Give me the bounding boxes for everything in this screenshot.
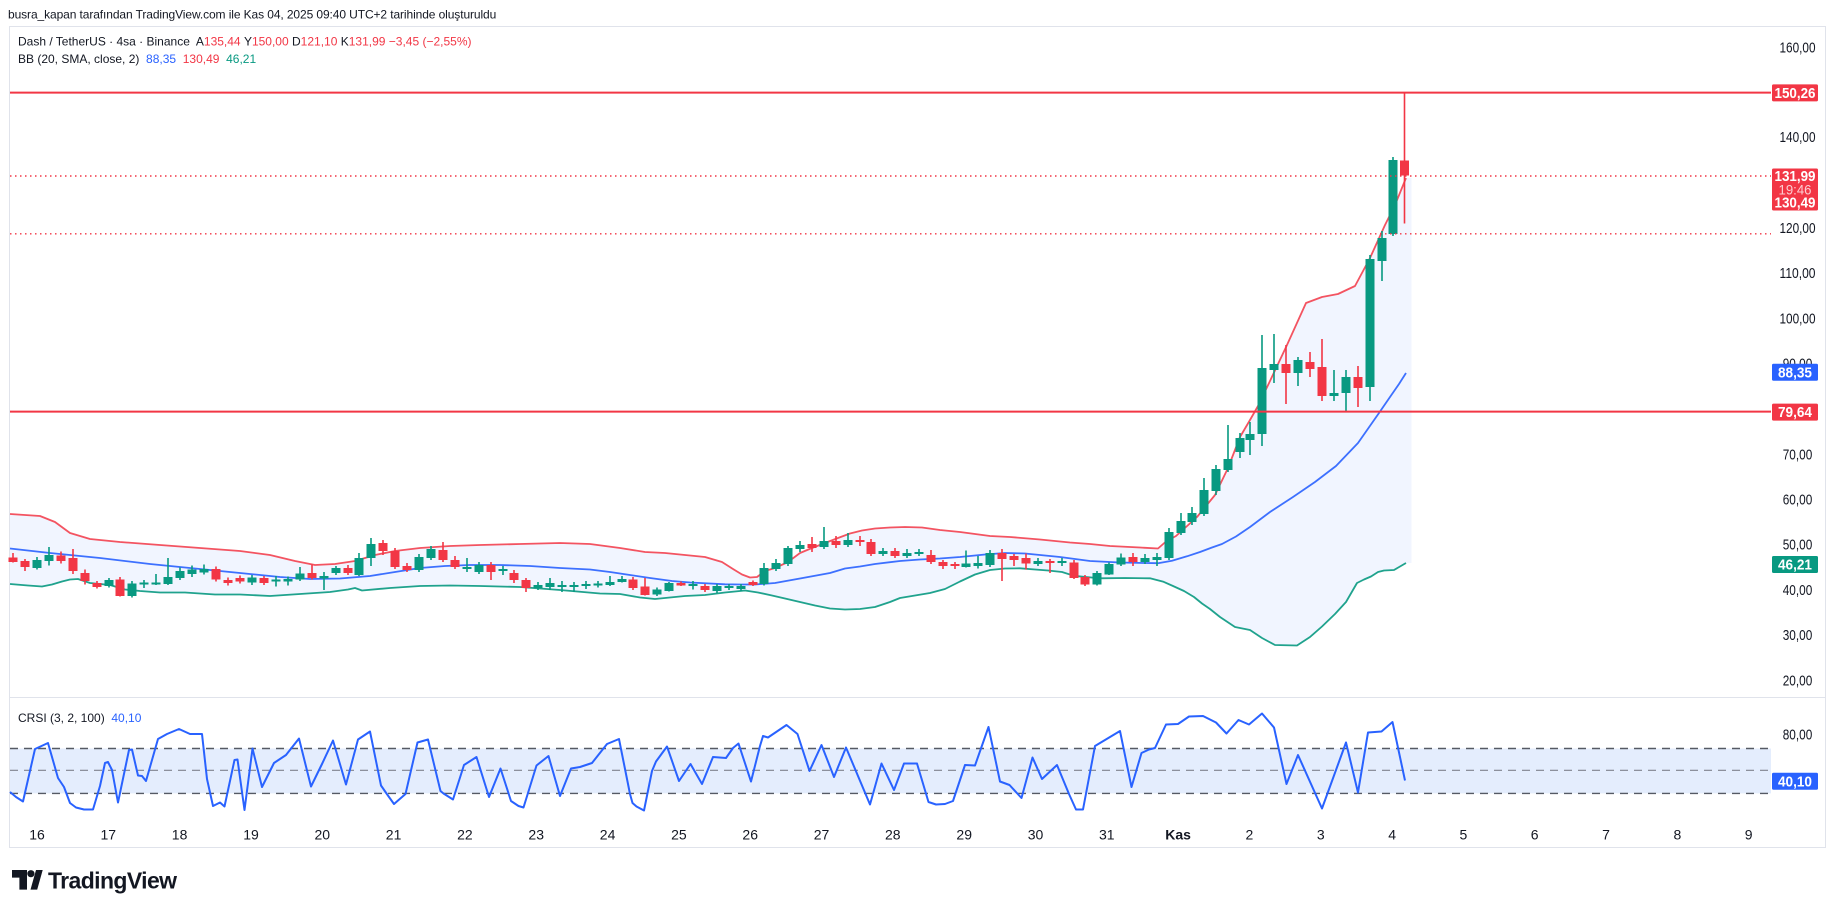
svg-text:140,00: 140,00 — [1780, 129, 1816, 146]
svg-text:5: 5 — [1460, 827, 1468, 843]
svg-text:23: 23 — [528, 827, 544, 843]
svg-text:25: 25 — [671, 827, 687, 843]
svg-text:18: 18 — [172, 827, 188, 843]
svg-text:31: 31 — [1099, 827, 1115, 843]
svg-text:21: 21 — [386, 827, 402, 843]
svg-text:131,99: 131,99 — [1775, 168, 1816, 185]
svg-text:30,00: 30,00 — [1783, 627, 1813, 644]
svg-text:120,00: 120,00 — [1780, 220, 1816, 237]
svg-text:20: 20 — [315, 827, 331, 843]
svg-text:60,00: 60,00 — [1783, 492, 1813, 509]
svg-text:130,49: 130,49 — [1775, 195, 1816, 212]
svg-text:Dash / TetherUS · 4sa · Binanc: Dash / TetherUS · 4sa · Binance A135,44 … — [18, 35, 472, 49]
svg-text:80,00: 80,00 — [1783, 727, 1813, 744]
svg-text:150,26: 150,26 — [1775, 85, 1816, 102]
svg-text:24: 24 — [600, 827, 616, 843]
svg-text:3: 3 — [1317, 827, 1325, 843]
svg-text:29: 29 — [956, 827, 972, 843]
svg-text:20,00: 20,00 — [1783, 672, 1813, 689]
svg-text:TradingView: TradingView — [48, 868, 177, 894]
svg-text:19:46: 19:46 — [1779, 182, 1812, 198]
svg-text:40,10: 40,10 — [1778, 773, 1812, 790]
svg-text:70,00: 70,00 — [1783, 446, 1813, 463]
svg-text:26: 26 — [742, 827, 758, 843]
svg-text:100,00: 100,00 — [1780, 310, 1816, 327]
svg-text:28: 28 — [885, 827, 901, 843]
svg-text:7: 7 — [1602, 827, 1610, 843]
svg-text:79,64: 79,64 — [1778, 404, 1813, 421]
svg-text:2: 2 — [1246, 827, 1254, 843]
svg-text:CRSI (3, 2, 100) 40,10: CRSI (3, 2, 100) 40,10 — [18, 711, 142, 725]
svg-text:BB (20, SMA, close, 2) 88,35: BB (20, SMA, close, 2) 88,35 130,49 46,2… — [18, 52, 256, 66]
svg-text:busra_kapan tarafından Trading: busra_kapan tarafından TradingView.com i… — [8, 8, 496, 22]
svg-text:16: 16 — [29, 827, 45, 843]
svg-text:27: 27 — [814, 827, 830, 843]
svg-text:160,00: 160,00 — [1780, 40, 1816, 57]
svg-text:Kas: Kas — [1165, 827, 1191, 843]
svg-text:19: 19 — [243, 827, 259, 843]
svg-text:9: 9 — [1745, 827, 1753, 843]
svg-text:8: 8 — [1674, 827, 1682, 843]
svg-text:40,00: 40,00 — [1783, 582, 1813, 599]
svg-text:4: 4 — [1388, 827, 1396, 843]
svg-text:6: 6 — [1531, 827, 1539, 843]
svg-text:46,21: 46,21 — [1778, 557, 1812, 574]
svg-text:30: 30 — [1028, 827, 1044, 843]
svg-text:110,00: 110,00 — [1780, 265, 1816, 282]
svg-text:50,00: 50,00 — [1783, 537, 1813, 554]
svg-text:22: 22 — [457, 827, 473, 843]
svg-text:17: 17 — [101, 827, 117, 843]
svg-text:88,35: 88,35 — [1778, 364, 1812, 381]
